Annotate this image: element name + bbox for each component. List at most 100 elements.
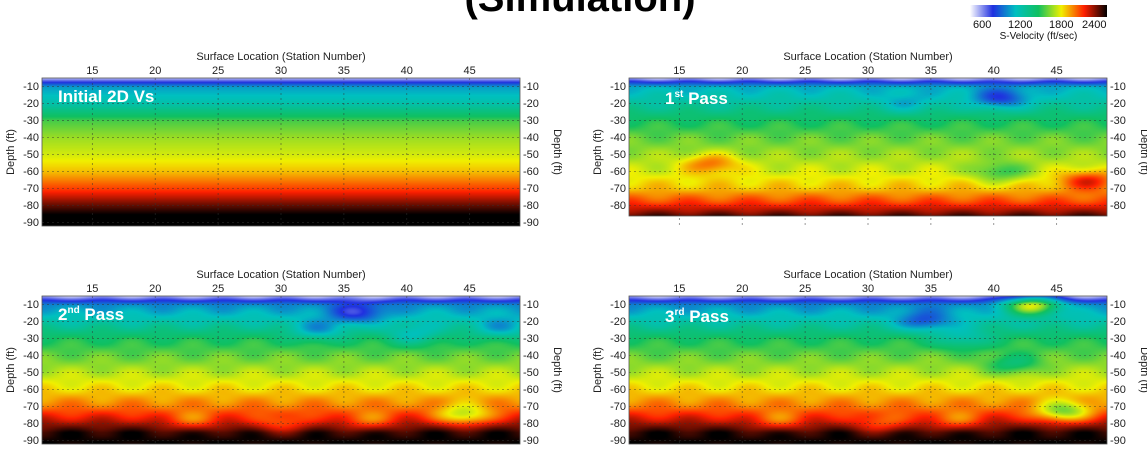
x-tick-label: 20	[736, 283, 748, 295]
panel-label: 2nd Pass	[58, 305, 124, 324]
velocity-heatmap	[42, 296, 520, 444]
x-tick-label: 30	[275, 65, 287, 77]
colorbar-label: S-Velocity (ft/sec)	[999, 31, 1078, 42]
y-tick-label: -80	[23, 418, 39, 430]
plot-frame	[628, 295, 1108, 445]
y-tick-label: -20	[610, 98, 626, 110]
y-tick-label-right: -40	[1110, 132, 1126, 144]
x-tick-label: 25	[212, 283, 224, 295]
x-tick-label: 40	[988, 65, 1000, 77]
y-tick-label: -50	[610, 149, 626, 161]
y-tick-label-right: -40	[1110, 350, 1126, 362]
y-tick-label: -60	[23, 166, 39, 178]
y-tick-label: -20	[610, 316, 626, 328]
x-tick-label: 40	[988, 283, 1000, 295]
y-tick-label: -30	[23, 333, 39, 345]
y-tick-label: -80	[23, 200, 39, 212]
y-tick-label: -70	[610, 401, 626, 413]
y-tick-label-right: -80	[1110, 418, 1126, 430]
y-tick-label-right: -70	[1110, 183, 1126, 195]
y-tick-label-right: -90	[523, 217, 539, 229]
y-tick-label: -30	[23, 115, 39, 127]
y-tick-label: -10	[610, 81, 626, 93]
y-tick-label: -10	[610, 299, 626, 311]
panel-1st-pass: Surface Location (Station Number) 15 20 25 3…	[587, 48, 1147, 238]
y-tick-label-right: -20	[1110, 98, 1126, 110]
y-tick-label-right: -70	[523, 183, 539, 195]
y-tick-label-right: -70	[523, 401, 539, 413]
y-tick-label-right: -30	[1110, 333, 1126, 345]
x-tick-label: 15	[86, 65, 98, 77]
panel-3rd-pass: Surface Location (Station Number) 15 20 25 3…	[587, 266, 1147, 456]
y-tick-label-right: -60	[1110, 384, 1126, 396]
y-tick-label-right: -30	[523, 333, 539, 345]
x-axis-title: Surface Location (Station Number)	[196, 51, 365, 63]
y-tick-label-right: -80	[523, 418, 539, 430]
panel-svg: Surface Location (Station Number) 15 20 25 3…	[592, 51, 1147, 226]
y-tick-label-right: -60	[1110, 166, 1126, 178]
y-tick-label: -30	[610, 333, 626, 345]
y-tick-label-right: -10	[1110, 299, 1126, 311]
y-axis-title: Depth (ft)	[592, 347, 604, 393]
x-axis-title: Surface Location (Station Number)	[196, 269, 365, 281]
x-tick-label: 30	[275, 283, 287, 295]
panel-label: Initial 2D Vs	[58, 87, 154, 106]
y-axis-title-right: Depth (ft)	[551, 129, 563, 175]
y-axis-title-right: Depth (ft)	[1138, 129, 1147, 175]
y-tick-label: -10	[23, 81, 39, 93]
x-tick-label: 35	[925, 283, 937, 295]
y-tick-label: -40	[610, 350, 626, 362]
page-title: (Simulation)	[380, 0, 780, 21]
y-tick-label: -70	[23, 401, 39, 413]
y-tick-label-right: -50	[523, 149, 539, 161]
panel-initial-2d-vs: Surface Location (Station Number) 15 20 25 3…	[0, 48, 563, 238]
panel-svg: Surface Location (Station Number) 15 20 25 3…	[5, 269, 563, 447]
y-tick-label: -80	[610, 200, 626, 212]
x-tick-label: 45	[464, 65, 476, 77]
y-tick-label: -90	[23, 217, 39, 229]
y-tick-label-right: -20	[523, 316, 539, 328]
x-tick-label: 35	[338, 65, 350, 77]
x-tick-label: 25	[799, 283, 811, 295]
y-tick-label: -80	[610, 418, 626, 430]
y-tick-label-right: -50	[1110, 149, 1126, 161]
y-tick-label: -40	[23, 132, 39, 144]
y-tick-label-right: -10	[523, 81, 539, 93]
y-tick-label-right: -40	[523, 132, 539, 144]
x-tick-label: 30	[862, 283, 874, 295]
colorbar-tick: 600	[973, 19, 992, 31]
y-tick-label-right: -20	[523, 98, 539, 110]
x-tick-label: 30	[862, 65, 874, 77]
y-tick-label: -20	[23, 316, 39, 328]
velocity-heatmap	[629, 296, 1107, 444]
y-tick-label-right: -60	[523, 384, 539, 396]
y-tick-label-right: -40	[523, 350, 539, 362]
x-tick-label: 40	[401, 283, 413, 295]
y-tick-label-right: -80	[523, 200, 539, 212]
colorbar-tick: 1200	[1008, 19, 1033, 31]
panel-2nd-pass: Surface Location (Station Number) 15 20 25 3…	[0, 266, 563, 456]
x-tick-label: 20	[736, 65, 748, 77]
x-tick-label: 45	[1051, 283, 1063, 295]
x-tick-label: 20	[149, 65, 161, 77]
y-tick-label-right: -30	[1110, 115, 1126, 127]
x-tick-label: 20	[149, 283, 161, 295]
y-tick-label: -50	[23, 367, 39, 379]
y-axis-title: Depth (ft)	[5, 347, 17, 393]
plot-frame	[628, 77, 1108, 217]
y-tick-label: -50	[610, 367, 626, 379]
y-tick-label-right: -50	[1110, 367, 1126, 379]
x-tick-label: 45	[464, 283, 476, 295]
y-tick-label-right: -10	[1110, 81, 1126, 93]
y-tick-label-right: -90	[1110, 435, 1126, 447]
y-tick-label-right: -90	[523, 435, 539, 447]
y-tick-label-right: -30	[523, 115, 539, 127]
y-tick-label: -90	[23, 435, 39, 447]
x-tick-label: 15	[86, 283, 98, 295]
y-tick-label: -10	[23, 299, 39, 311]
panel-svg: Surface Location (Station Number) 15 20 25 3…	[5, 51, 563, 229]
y-tick-label: -60	[610, 384, 626, 396]
colorbar-legend: 600 1200 1800 2400 S-Velocity (ft/sec)	[965, 3, 1115, 43]
y-tick-label: -40	[610, 132, 626, 144]
x-axis-title: Surface Location (Station Number)	[783, 269, 952, 281]
